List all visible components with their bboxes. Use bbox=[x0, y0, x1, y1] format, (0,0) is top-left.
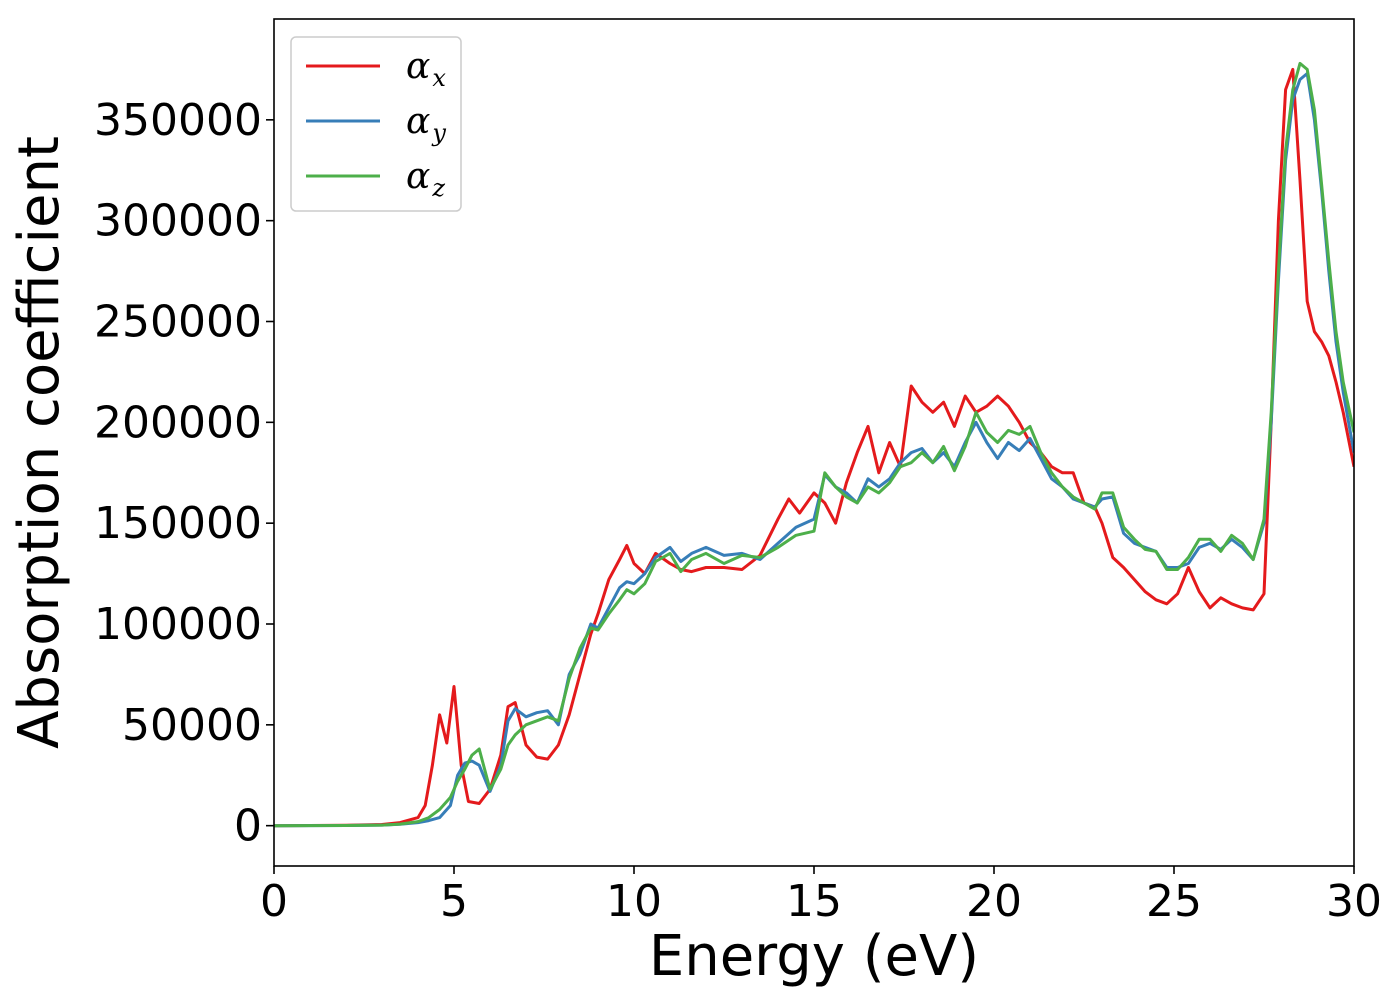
legend-subscript: x bbox=[432, 64, 446, 92]
legend-symbol: α bbox=[406, 156, 430, 197]
y-tick-label: 50000 bbox=[122, 700, 262, 751]
x-axis-ticks: 0 5 10 15 20 25 30 bbox=[260, 866, 1382, 927]
legend-label-y: αy bbox=[406, 101, 446, 147]
y-tick-label: 100000 bbox=[94, 599, 262, 650]
series-line-x bbox=[274, 67, 1354, 828]
legend-subscript: z bbox=[431, 174, 445, 202]
x-tick-label: 30 bbox=[1326, 876, 1382, 927]
legend-box bbox=[290, 36, 462, 212]
x-tick-label: 0 bbox=[260, 876, 288, 927]
series-layer bbox=[274, 61, 1354, 828]
y-axis-ticks: 0 50000 100000 150000 200000 250000 300000 3500… bbox=[94, 95, 274, 852]
legend-label-x: αx bbox=[406, 46, 446, 92]
y-tick-label: 250000 bbox=[94, 297, 262, 348]
y-axis-label: Absorption coefficient bbox=[7, 136, 72, 749]
legend-symbol: α bbox=[406, 46, 430, 87]
x-tick-label: 15 bbox=[786, 876, 842, 927]
x-tick-label: 10 bbox=[606, 876, 662, 927]
legend-symbol: α bbox=[406, 101, 430, 142]
y-tick-label: 200000 bbox=[94, 397, 262, 448]
y-tick-label: 150000 bbox=[94, 498, 262, 549]
x-tick-label: 5 bbox=[440, 876, 468, 927]
legend-label-z: αz bbox=[406, 156, 445, 202]
y-tick-label: 350000 bbox=[94, 95, 262, 146]
x-tick-label: 25 bbox=[1146, 876, 1202, 927]
legend-subscript: y bbox=[431, 119, 446, 147]
y-tick-label: 0 bbox=[234, 801, 262, 852]
series-line-z bbox=[274, 61, 1354, 828]
y-tick-label: 300000 bbox=[94, 196, 262, 247]
x-tick-label: 20 bbox=[966, 876, 1022, 927]
x-axis-label: Energy (eV) bbox=[649, 924, 979, 989]
